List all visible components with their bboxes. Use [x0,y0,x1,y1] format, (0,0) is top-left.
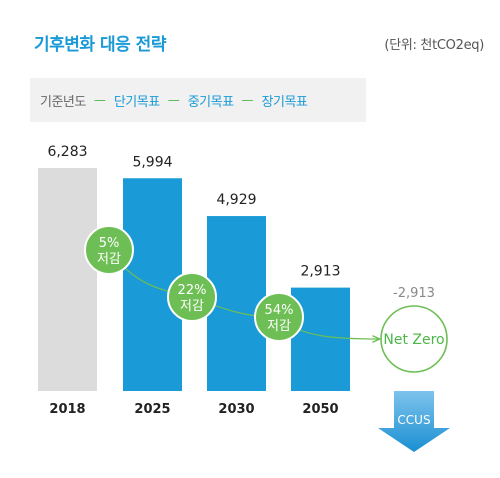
reduction-percent-1: 5% [99,236,120,251]
ccus-label: CCUS [397,413,430,427]
reduction-badge-2 [167,272,217,322]
offset-value-label: -2,913 [393,286,435,301]
legend-separator: — [241,93,254,107]
reduction-badge-1 [84,225,134,275]
bar-value-label-2050: 2,913 [300,264,340,280]
bar-2018 [38,168,97,391]
legend-item-short-term: 단기목표 [113,94,160,110]
ccus-arrow [378,391,450,452]
category-label-2025: 2025 [134,402,170,417]
legend-item-base: 기준년도 [40,94,86,110]
reduction-percent-3: 54% [265,303,294,318]
reduction-percent-2: 22% [178,283,207,298]
reduction-word-1: 저감 [97,252,121,267]
net-zero-label: Net Zero [383,332,444,348]
legend-item-long-term: 장기목표 [261,94,308,110]
bar-value-label-2030: 4,929 [216,192,256,208]
net-zero-badge [380,305,448,373]
reduction-word-2: 저감 [180,299,204,314]
category-label-2050: 2050 [302,402,338,417]
bar-value-label-2018: 6,283 [47,144,87,160]
legend: 기준년도 — 단기목표 — 중기목표 — 장기목표 [30,78,366,122]
bar-2050 [291,287,350,391]
bar-value-label-2025: 5,994 [132,154,172,170]
category-label-2018: 2018 [49,402,85,417]
bar-2030 [207,216,266,391]
reduction-badge-3 [254,292,304,342]
legend-item-mid-term: 중기목표 [187,94,234,110]
reduction-word-3: 저감 [267,319,291,334]
reduction-trend-line [108,249,379,339]
category-label-2030: 2030 [218,402,254,417]
chart-title: 기후변화 대응 전략 [34,35,166,55]
unit-label: (단위: 천tCO2eq) [384,38,484,53]
legend-separator: — [93,93,106,107]
legend-separator: — [167,93,180,107]
